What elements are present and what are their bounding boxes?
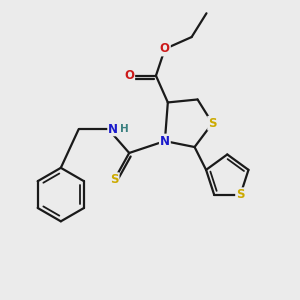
Text: N: N	[108, 123, 118, 136]
Text: N: N	[160, 135, 170, 148]
Text: O: O	[124, 69, 134, 82]
Text: H: H	[120, 124, 129, 134]
Text: S: S	[110, 173, 118, 186]
Text: O: O	[160, 42, 170, 56]
Text: S: S	[208, 117, 217, 130]
Text: S: S	[236, 188, 244, 201]
